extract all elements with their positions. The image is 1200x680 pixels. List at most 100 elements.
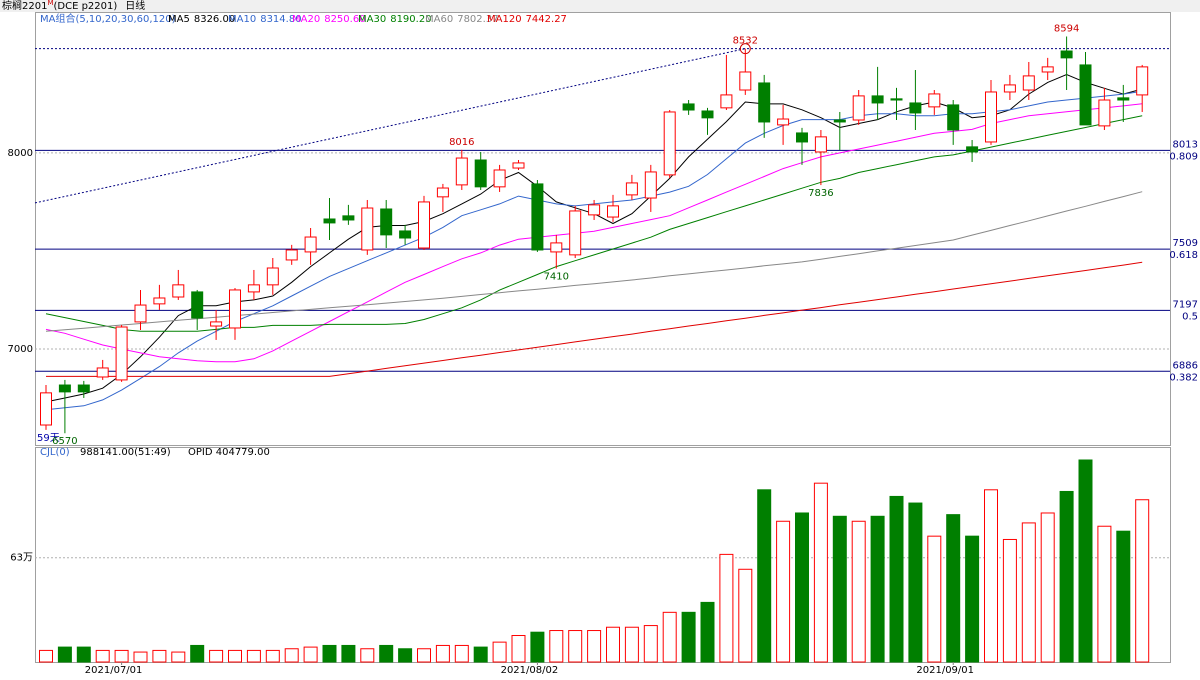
superscript: M	[47, 0, 53, 7]
candle-body	[1003, 84, 1016, 93]
legend-name: MA20	[292, 14, 320, 25]
x-tick-label: 2021/07/01	[85, 665, 143, 676]
volume-title[interactable]: CJL(0)	[40, 447, 70, 458]
candle-body	[796, 132, 808, 143]
volume-bar	[587, 630, 602, 663]
candle-body	[342, 215, 355, 221]
trend-line	[34, 48, 746, 204]
volume-bar	[870, 515, 885, 663]
candle-body	[247, 284, 260, 293]
volume-bar	[1078, 459, 1093, 663]
volume-bar	[1116, 530, 1131, 663]
volume-bar	[889, 495, 904, 663]
candle-body	[474, 159, 487, 188]
volume-bar	[435, 644, 450, 663]
price-panel	[35, 12, 1171, 446]
volume-bar	[1135, 499, 1150, 663]
candle-body	[852, 95, 865, 121]
candle-body	[833, 119, 846, 123]
volume-opid: OPID 404779.00	[188, 447, 270, 458]
candle-body	[928, 93, 941, 108]
legend-value: 8326.00	[194, 14, 235, 25]
candle-body	[1117, 97, 1130, 101]
volume-bar	[795, 512, 809, 663]
symbol: 棕榈2201	[2, 0, 47, 12]
volume-bar	[813, 482, 828, 663]
title-bar	[0, 0, 1200, 12]
volume-summary: 988141.00(51:49)	[80, 447, 171, 458]
fib-value: 7509	[1173, 238, 1198, 249]
ma-group-label[interactable]: MA组合(5,10,20,30,60,120)	[40, 12, 176, 25]
candle-body	[191, 291, 204, 319]
candle-body	[550, 242, 563, 253]
fib-ratio: 0.809	[1169, 151, 1198, 162]
ma-line	[45, 191, 1143, 332]
candle-body	[399, 230, 412, 239]
candle-body	[172, 284, 185, 298]
volume-tick-label: 63万	[10, 553, 33, 564]
candle-body	[418, 201, 430, 249]
volume-bar	[927, 535, 942, 663]
legend-entry: MA20 8250.60	[292, 14, 366, 25]
candle-body	[285, 249, 298, 261]
candle-body	[266, 267, 279, 286]
volume-bar	[984, 489, 998, 663]
fib-value: 8013	[1173, 139, 1198, 150]
volume-bar	[190, 644, 205, 663]
volume-bar	[114, 649, 129, 663]
legend-name: MA5	[168, 14, 190, 25]
candle-body	[58, 384, 71, 393]
fib-ratio: 0.5	[1182, 311, 1198, 322]
candle-body	[77, 384, 90, 393]
candle-body	[966, 146, 979, 153]
volume-bar	[76, 646, 91, 663]
volume-panel	[35, 447, 1171, 663]
volume-bar	[1059, 490, 1074, 663]
ma-line	[45, 103, 1143, 363]
header: 棕榈2201M(DCE p2201) 日线	[2, 0, 145, 12]
candle-body	[1136, 66, 1149, 96]
ma-line	[45, 115, 1143, 332]
volume-bar	[681, 611, 696, 663]
candle-body	[153, 297, 166, 305]
volume-bar	[965, 535, 980, 663]
volume-bar	[379, 644, 394, 663]
candle-body	[380, 208, 393, 236]
candle-body	[493, 169, 506, 188]
volume-bar	[643, 625, 658, 663]
candle-body	[985, 91, 997, 143]
volume-bar	[738, 568, 753, 663]
volume-bar	[662, 611, 677, 663]
low-label: 7410	[544, 272, 569, 283]
legend-value: 8314.80	[260, 14, 301, 25]
volume-bar	[152, 649, 167, 663]
candle-body	[361, 207, 374, 251]
legend-value: 7802.37	[457, 14, 498, 25]
volume-bar	[832, 515, 847, 663]
volume-bar	[606, 626, 620, 663]
candle-body	[588, 204, 601, 216]
fib-value: 7197	[1173, 299, 1198, 310]
candle-body	[512, 162, 525, 169]
volume-bar	[284, 648, 299, 663]
volume-bar	[303, 646, 318, 663]
legend-name: MA120	[487, 14, 522, 25]
volume-bar	[133, 651, 148, 663]
days-label: 59天	[37, 433, 60, 444]
volume-bar	[719, 553, 734, 663]
legend-name: MA60	[425, 14, 453, 25]
volume-bar	[492, 641, 507, 663]
volume-bar	[228, 649, 242, 663]
volume-bar	[265, 649, 280, 663]
candle-body	[625, 182, 638, 196]
x-tick-label: 2021/08/02	[501, 665, 559, 676]
legend-entry: MA5 8326.00	[168, 14, 235, 25]
volume-bar	[39, 649, 53, 663]
ma-line	[45, 73, 1143, 403]
candle-body	[682, 103, 695, 111]
period[interactable]: 日线	[125, 0, 145, 12]
legend-name: MA30	[358, 14, 386, 25]
candle-body	[701, 110, 714, 119]
low-label: 6570	[52, 436, 77, 447]
